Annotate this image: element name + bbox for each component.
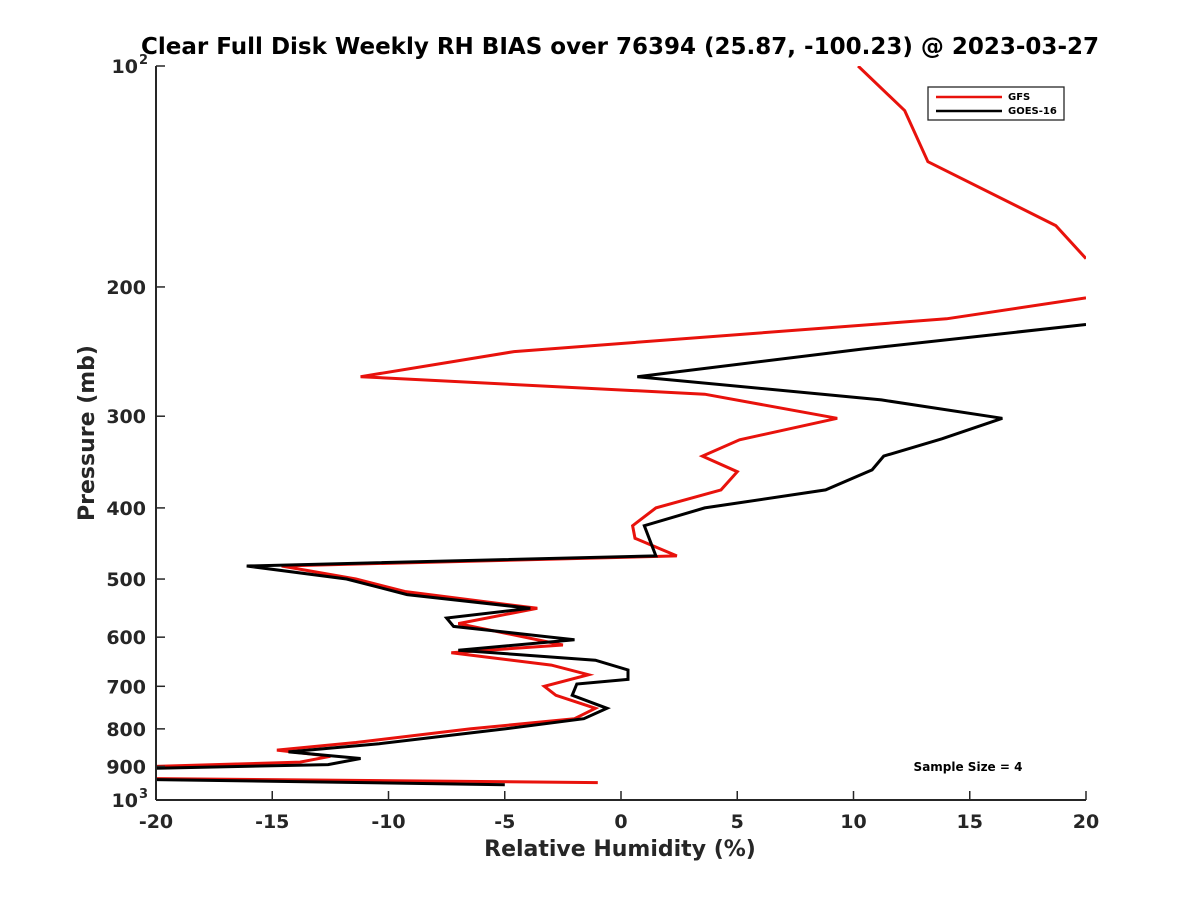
y-tick-label: 200 (106, 277, 146, 299)
legend-label-goes16: GOES-16 (1008, 106, 1057, 117)
plot-area (156, 66, 1086, 800)
x-tick-label: 15 (957, 811, 983, 833)
y-tick-label: 400 (106, 498, 146, 520)
x-tick-label: 0 (614, 811, 627, 833)
y-tick-label: 800 (106, 719, 146, 741)
y-tick-label: 300 (106, 406, 146, 428)
x-tick-label: -20 (139, 811, 173, 833)
y-tick-label: 10 (112, 56, 138, 78)
x-ticks: -20 -15 -10 -5 0 5 10 15 20 (139, 791, 1099, 833)
x-tick-label: -10 (371, 811, 405, 833)
y-axis-label: Pressure (mb) (75, 345, 100, 521)
y-tick-label: 500 (106, 569, 146, 591)
y-tick-exponent: 3 (139, 787, 148, 802)
y-tick-label: 700 (106, 676, 146, 698)
x-tick-label: 20 (1073, 811, 1099, 833)
x-tick-label: -5 (494, 811, 515, 833)
y-tick-label: 900 (106, 756, 146, 778)
legend-box (927, 86, 1065, 121)
x-axis-label: Relative Humidity (%) (484, 837, 756, 862)
x-tick-label: -15 (255, 811, 289, 833)
legend: GFS GOES-16 (927, 86, 1065, 121)
y-tick-label: 10 (112, 790, 138, 812)
legend-label-gfs: GFS (1008, 92, 1030, 103)
y-tick-exponent: 2 (139, 53, 148, 68)
y-tick-label: 600 (106, 627, 146, 649)
series-line-gfs (156, 66, 1086, 785)
x-tick-label: 5 (731, 811, 744, 833)
series-line-goes16 (156, 323, 1086, 787)
x-tick-label: 10 (840, 811, 866, 833)
chart-title: Clear Full Disk Weekly RH BIAS over 7639… (141, 34, 1099, 60)
sample-size-annotation: Sample Size = 4 (914, 760, 1023, 774)
plot-lines (156, 66, 1086, 787)
